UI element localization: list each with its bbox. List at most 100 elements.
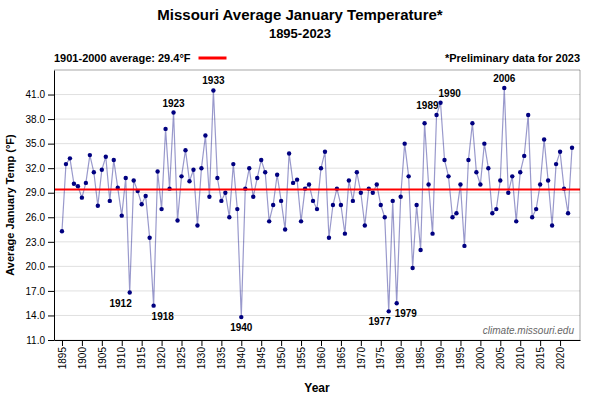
point [486,166,490,170]
point [442,158,446,162]
y-tick-mark [48,119,54,120]
point [418,248,422,252]
point [490,211,494,215]
point [60,229,64,233]
x-tick-mark [341,340,342,346]
x-tick: 1905 [97,340,108,369]
x-tick-mark [480,340,481,346]
x-tick-label: 1960 [316,347,327,370]
point [231,162,235,166]
point [566,211,570,215]
point [163,127,167,131]
point [215,176,219,180]
title: Missouri Average January Temperature* [157,6,443,23]
point [287,151,291,155]
x-tick-mark [421,340,422,346]
y-tick: 17.0 [26,286,54,297]
point [239,315,243,319]
y-tick-mark [48,242,54,243]
point [391,199,395,203]
grid-line [54,315,580,316]
point [275,173,279,177]
point [207,195,211,199]
y-tick-mark [48,291,54,292]
y-tick-mark [48,95,54,96]
grid-line [54,290,580,291]
y-tick-label: 29.0 [26,187,46,198]
point [295,177,299,181]
x-tick-mark [62,340,63,346]
point [550,223,554,227]
point [514,219,518,223]
y-tick-mark [48,340,54,341]
point [139,202,143,206]
point [347,178,351,182]
x-tick: 1945 [256,340,267,369]
x-axis-title: Year [304,381,330,395]
x-tick-label: 1905 [97,347,108,370]
point [211,88,215,92]
x-tick-mark [241,340,242,346]
x-tick: 1965 [336,340,347,369]
point [454,211,458,215]
x-tick-mark [381,340,382,346]
point [363,223,367,227]
point [299,219,303,223]
x-tick-label: 2000 [475,347,486,370]
point [510,174,514,178]
x-tick: 1970 [356,340,367,369]
x-tick-label: 1970 [356,347,367,370]
point [351,199,355,203]
point [542,137,546,141]
point [359,191,363,195]
x-tick-label: 1945 [256,347,267,370]
legend-swatch [199,57,227,60]
point [315,207,319,211]
point [76,184,80,188]
point [323,150,327,154]
x-tick-label: 1990 [435,347,446,370]
y-tick-label: 11.0 [26,335,45,346]
point [219,199,223,203]
point [267,219,271,223]
x-tick-label: 1995 [455,347,466,370]
point [96,204,100,208]
x-tick: 2005 [495,340,506,369]
y-tick-mark [48,193,54,194]
x-tick-label: 1980 [395,347,406,370]
grid-line [54,143,580,144]
y-tick: 35.0 [26,138,54,149]
point [478,182,482,186]
y-tick: 20.0 [26,261,54,272]
point [147,236,151,240]
series-line [62,88,572,317]
y-tick-mark [48,217,54,218]
point [223,191,227,195]
point [175,218,179,222]
y-tick: 29.0 [26,187,54,198]
point [379,203,383,207]
plot-area [54,86,580,319]
point [534,207,538,211]
x-tick-mark [142,340,143,346]
point [446,174,450,178]
point [438,101,442,105]
x-tick: 1900 [77,340,88,369]
x-tick: 1915 [136,340,147,369]
point [339,203,343,207]
point [195,223,199,227]
point [343,231,347,235]
point [84,181,88,185]
x-tick-label: 1930 [196,347,207,370]
point [387,309,391,313]
x-tick-mark [441,340,442,346]
point [159,207,163,211]
annotation: 1918 [152,311,175,322]
annotation: 2006 [493,73,516,84]
chart: 1895190019051910191519201925193019351940… [0,0,600,400]
point [375,182,379,186]
x-tick-label: 1915 [136,347,147,370]
x-tick-mark [540,340,541,346]
y-tick-label: 41.0 [26,89,46,100]
x-tick-mark [301,340,302,346]
